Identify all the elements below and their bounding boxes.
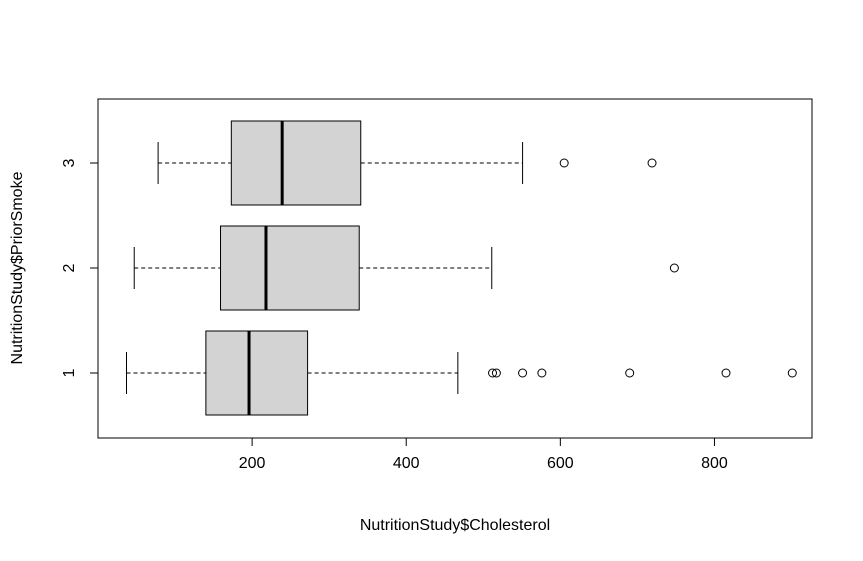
x-tick-label: 200 bbox=[239, 455, 266, 472]
outlier-point bbox=[537, 368, 547, 378]
box bbox=[205, 330, 309, 416]
box bbox=[220, 225, 360, 311]
outlier-point bbox=[559, 158, 569, 168]
y-tick-label: 3 bbox=[61, 158, 78, 167]
boxes bbox=[126, 120, 797, 416]
outlier-point bbox=[787, 368, 797, 378]
x-axis: 200 400 600 800 bbox=[239, 437, 728, 472]
x-tick-label: 600 bbox=[547, 455, 574, 472]
x-tick-label: 800 bbox=[701, 455, 728, 472]
y-axis-label: NutritionStudy$PriorSmoke bbox=[9, 171, 26, 364]
box-group-3 bbox=[157, 120, 657, 206]
x-axis-label: NutritionStudy$Cholesterol bbox=[360, 517, 550, 534]
outlier-point bbox=[518, 368, 528, 378]
outlier-point bbox=[491, 368, 501, 378]
y-tick-label: 2 bbox=[61, 263, 78, 272]
outlier-point bbox=[488, 368, 498, 378]
y-tick-label: 1 bbox=[61, 368, 78, 377]
box-group-1 bbox=[126, 330, 797, 416]
outlier-point bbox=[669, 263, 679, 273]
outlier-point bbox=[647, 158, 657, 168]
y-axis: 1 2 3 bbox=[61, 158, 99, 377]
x-tick-label: 400 bbox=[393, 455, 420, 472]
outlier-point bbox=[625, 368, 635, 378]
box-group-2 bbox=[133, 225, 679, 311]
box bbox=[230, 120, 362, 206]
outlier-point bbox=[721, 368, 731, 378]
